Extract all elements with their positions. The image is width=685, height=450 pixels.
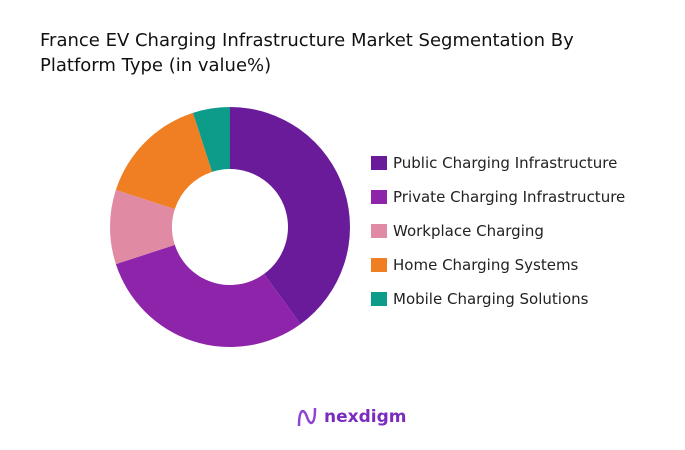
legend-swatch [371,156,387,170]
slice-workplace-charging [110,189,175,265]
legend-label: Home Charging Systems [393,256,579,274]
legend-swatch [371,190,387,204]
brand-name: nexdigm [324,407,407,427]
legend: Public Charging Infrastructure Private Ch… [371,146,625,316]
slice-public-charging-infrastructure [230,107,351,325]
legend-label: Mobile Charging Solutions [393,290,589,308]
slice-mobile-charging-solutions [192,107,230,172]
legend-label: Workplace Charging [393,222,544,240]
legend-item: Workplace Charging [371,214,625,248]
legend-label: Public Charging Infrastructure [393,154,618,172]
legend-swatch [371,292,387,306]
legend-label: Private Charging Infrastructure [393,188,626,206]
legend-item: Public Charging Infrastructure [371,146,625,180]
legend-item: Mobile Charging Solutions [371,282,625,316]
nexdigm-logo: nexdigm [296,406,406,428]
slice-home-charging-systems [115,112,213,210]
legend-item: Home Charging Systems [371,248,625,282]
legend-swatch [371,258,387,272]
chart-title: France EV Charging Infrastructure Market… [40,30,574,76]
legend-item: Private Charging Infrastructure [371,180,625,214]
nexdigm-logo-icon [297,407,317,427]
slice-private-charging-infrastructure [115,244,301,347]
legend-swatch [371,224,387,238]
